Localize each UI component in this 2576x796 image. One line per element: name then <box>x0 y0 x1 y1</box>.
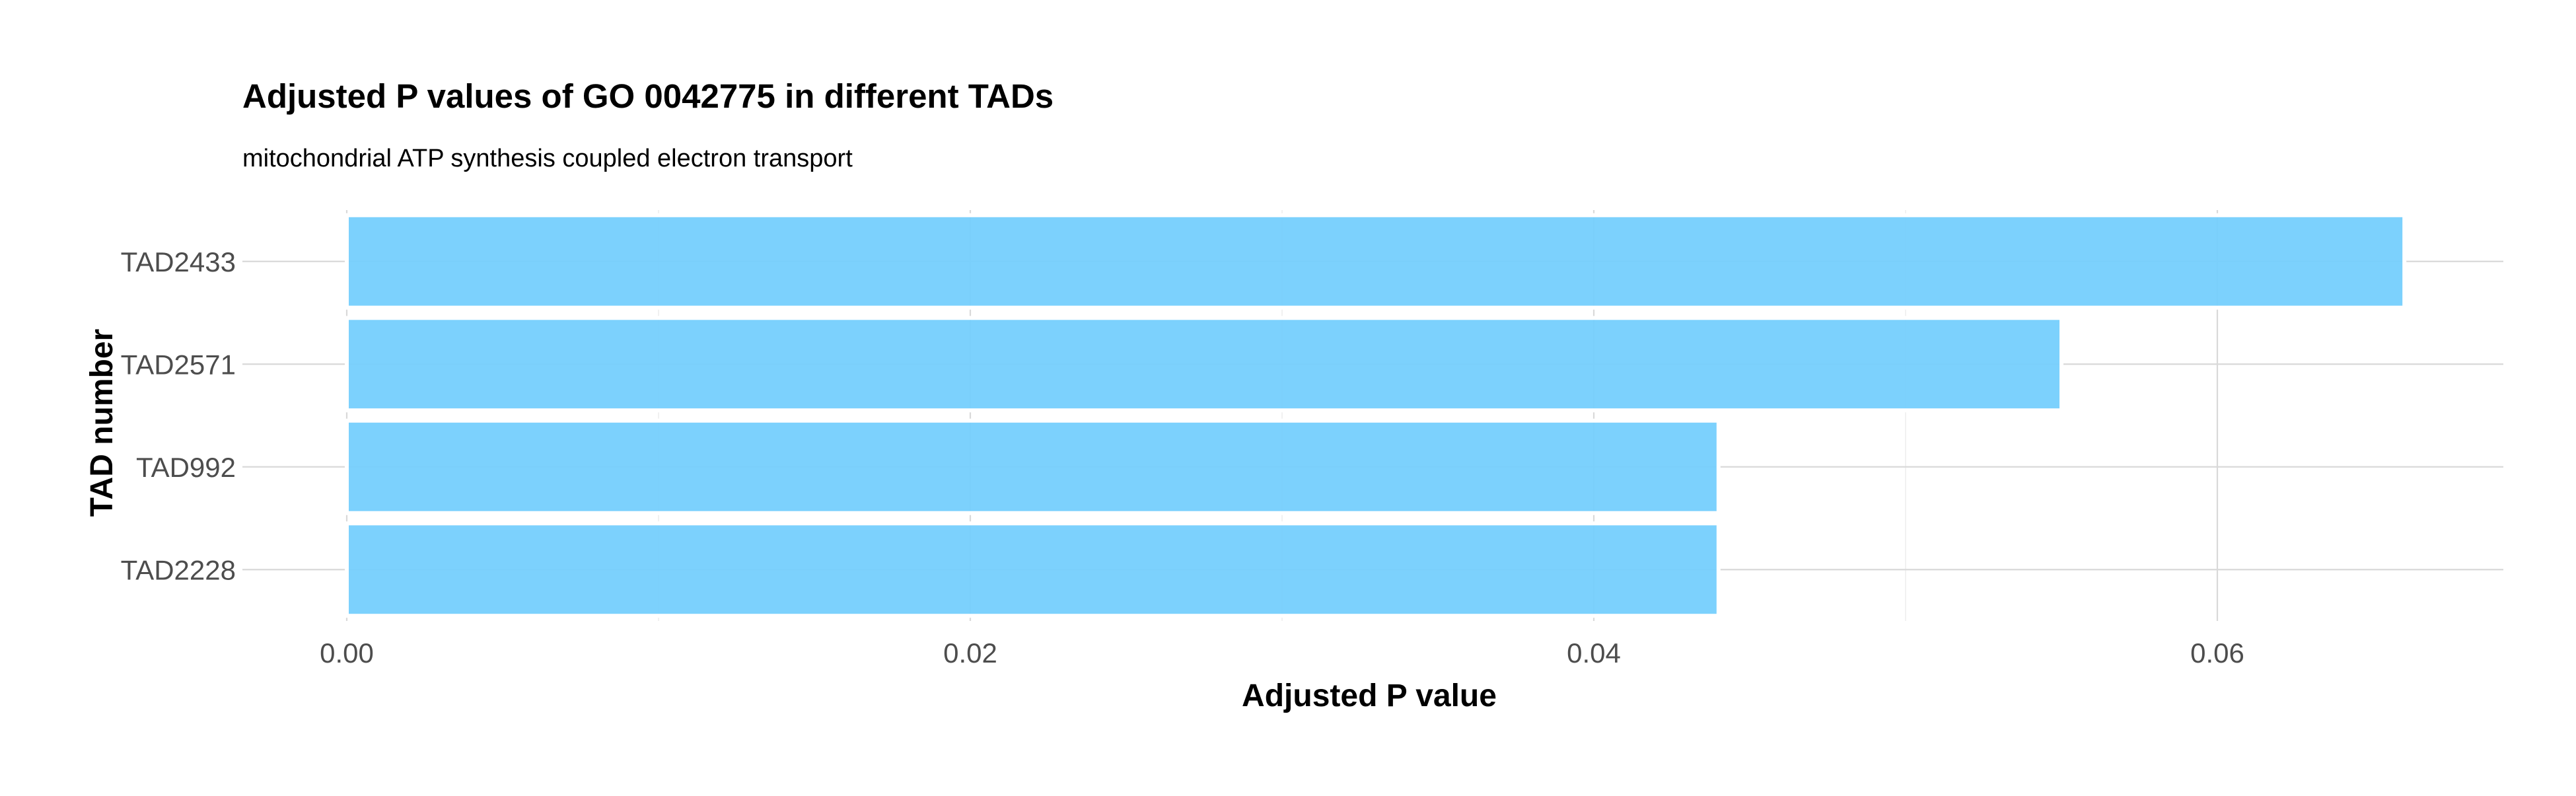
x-tick-label: 0.02 <box>943 637 997 669</box>
x-tick-label: 0.00 <box>320 637 374 669</box>
x-tick-labels: 0.00 0.02 0.04 0.06 <box>320 637 2244 669</box>
x-tick-label: 0.06 <box>2190 637 2244 669</box>
bar-tad2433 <box>345 213 2407 310</box>
bar-tad2228 <box>345 521 1721 618</box>
y-axis-title: TAD number <box>85 329 120 517</box>
bar-tad992 <box>345 418 1721 515</box>
y-tick-label: TAD992 <box>136 452 236 483</box>
y-tick-label: TAD2228 <box>121 554 236 585</box>
chart-subtitle: mitochondrial ATP synthesis coupled elec… <box>242 145 853 172</box>
y-tick-label: TAD2433 <box>121 246 236 277</box>
bars <box>345 213 2407 618</box>
x-axis-title: Adjusted P value <box>1242 678 1497 713</box>
x-tick-label: 0.04 <box>1567 637 1621 669</box>
y-tick-labels: TAD2433 TAD2571 TAD992 TAD2228 <box>121 246 236 586</box>
bar-tad2571 <box>345 316 2063 413</box>
y-tick-label: TAD2571 <box>121 349 236 380</box>
chart-title: Adjusted P values of GO 0042775 in diffe… <box>242 77 1054 115</box>
